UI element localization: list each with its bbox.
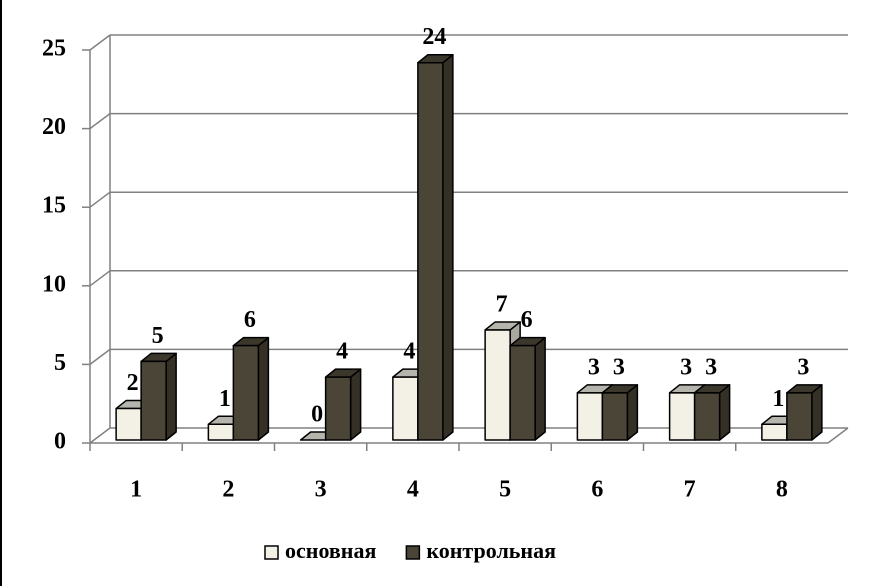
bar-side	[811, 384, 823, 441]
y-tick-label: 15	[42, 193, 66, 219]
data-label: 6	[521, 307, 533, 333]
data-label: 2	[127, 370, 139, 396]
legend-swatch	[405, 545, 421, 560]
x-tick-label: 4	[407, 477, 419, 503]
y-tick-label: 0	[54, 429, 66, 455]
grid-line	[89, 270, 111, 287]
grid-line	[89, 348, 111, 365]
bar	[761, 423, 788, 441]
y-tick-label: 5	[54, 350, 66, 376]
grid-line	[89, 427, 111, 444]
bar	[417, 61, 444, 441]
data-label: 6	[244, 307, 256, 333]
bar	[324, 376, 352, 441]
bar	[786, 392, 813, 441]
x-tick-label: 6	[591, 477, 603, 503]
bar	[509, 344, 536, 441]
bar	[232, 344, 260, 441]
grid-line	[89, 191, 111, 208]
data-label: 3	[705, 354, 717, 380]
grid-line	[89, 34, 111, 51]
data-label: 4	[403, 339, 415, 365]
x-tick-label: 7	[684, 477, 696, 503]
bar	[207, 423, 235, 441]
data-label: 5	[152, 323, 164, 349]
data-label: 3	[613, 354, 625, 380]
legend-label: контрольная	[426, 538, 556, 563]
bar	[668, 392, 696, 441]
bar-side	[534, 336, 546, 441]
data-label: 1	[219, 386, 231, 412]
bar-side	[165, 352, 177, 441]
data-label: 4	[336, 339, 348, 365]
bar-side	[442, 53, 454, 441]
data-label: 0	[311, 402, 323, 428]
y-tick-label: 20	[42, 114, 66, 140]
data-label: 3	[797, 354, 809, 380]
x-tick-label: 5	[499, 477, 511, 503]
legend-swatch	[264, 545, 279, 560]
bar	[484, 329, 511, 441]
bar	[693, 392, 721, 441]
x-tick-label: 3	[315, 477, 327, 503]
bar-side	[349, 368, 362, 441]
bar-side	[257, 336, 270, 441]
bar	[115, 407, 142, 441]
bar-side	[626, 384, 639, 441]
x-tick-label: 2	[222, 477, 234, 503]
bar-side	[718, 384, 731, 441]
data-label: 3	[680, 354, 692, 380]
bar	[576, 392, 604, 441]
x-tick-label: 1	[130, 477, 142, 503]
data-label: 3	[588, 354, 600, 380]
y-tick-label: 25	[42, 36, 66, 62]
x-tick-label: 8	[776, 477, 788, 503]
y-tick-label: 10	[42, 271, 66, 297]
bar	[601, 392, 629, 441]
grid-line	[89, 112, 111, 130]
bar	[392, 376, 419, 441]
x-axis-depth	[827, 427, 849, 444]
data-label: 7	[496, 291, 508, 317]
data-label: 24	[422, 24, 446, 50]
data-label: 1	[772, 386, 784, 412]
legend-label: основная	[285, 538, 376, 563]
bar	[140, 360, 167, 441]
